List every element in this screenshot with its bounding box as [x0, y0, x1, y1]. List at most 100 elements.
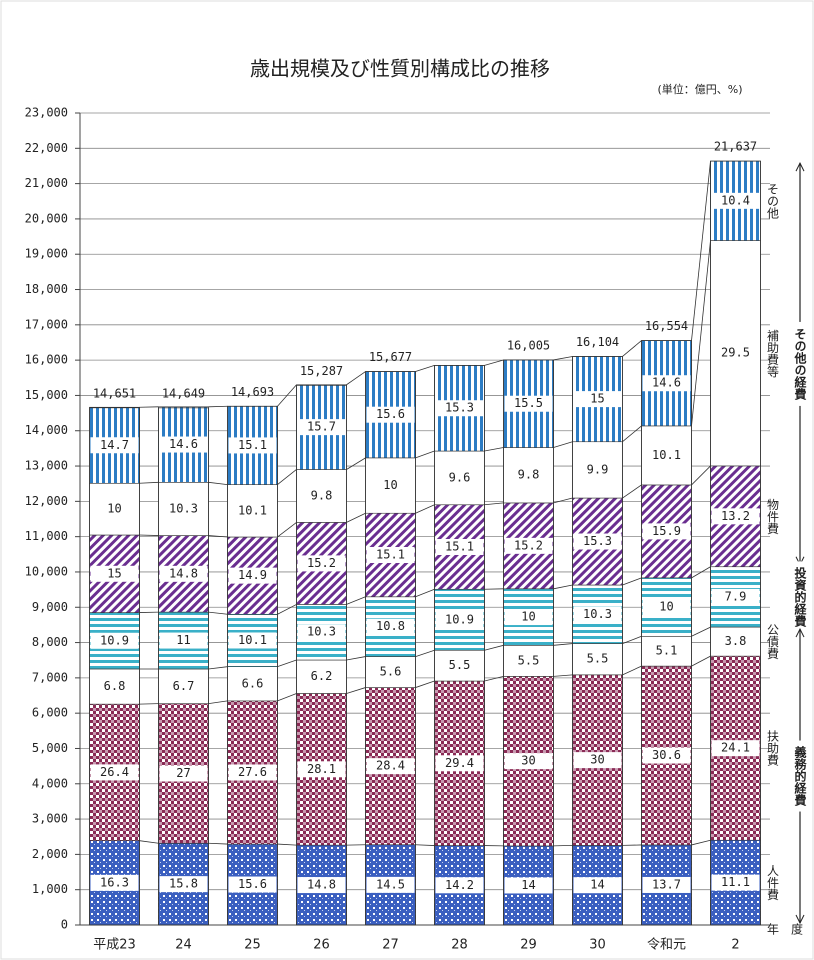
y-tick-label: 11,000: [25, 529, 68, 543]
label-bg: [90, 678, 139, 695]
label-bg: [159, 765, 208, 782]
bar-total: [503, 359, 554, 926]
data-label: 6.8: [104, 679, 126, 693]
group-label: その他の経費: [793, 327, 807, 400]
bar-total: [227, 405, 278, 926]
label-bg: [504, 753, 553, 770]
connector: [346, 656, 366, 661]
label-bg: [435, 400, 484, 417]
x-tick-label: 28: [451, 938, 468, 953]
label-bg: [297, 761, 346, 778]
connector: [208, 481, 228, 485]
label-bg: [711, 740, 760, 757]
connector: [415, 365, 435, 372]
data-label: 10.9: [445, 612, 474, 626]
connector: [346, 371, 366, 386]
data-label: 10: [521, 610, 535, 624]
label-bg: [90, 632, 139, 649]
data-label: 14.7: [100, 438, 129, 452]
data-label: 15.6: [376, 407, 405, 421]
data-label: 10: [107, 502, 121, 516]
y-tick-label: 14,000: [25, 423, 68, 437]
bar-total: [641, 340, 692, 926]
data-label: 9.9: [587, 462, 609, 476]
data-label: 5.5: [587, 652, 609, 666]
label-bg: [504, 467, 553, 484]
label-bg: [366, 406, 415, 423]
connector: [622, 484, 642, 499]
x-tick-label: 29: [520, 938, 537, 953]
bar-total: [158, 407, 209, 926]
arrow: [795, 627, 805, 638]
label-bg: [366, 547, 415, 564]
y-tick-label: 12,000: [25, 494, 68, 508]
connector: [553, 356, 573, 361]
data-label: 7.9: [725, 589, 747, 603]
label-bg: [159, 632, 208, 649]
connector: [691, 566, 711, 579]
connector: [346, 596, 366, 605]
data-label: 15: [107, 566, 121, 580]
total-label: 16,104: [576, 335, 619, 349]
data-label: 10.3: [583, 607, 612, 621]
data-label: 13.7: [652, 877, 681, 891]
y-tick-label: 9,000: [32, 600, 68, 614]
label-bg: [297, 419, 346, 436]
label-bg: [711, 345, 760, 362]
label-bg: [366, 477, 415, 494]
label-bg: [435, 539, 484, 556]
data-label: 15.3: [445, 401, 474, 415]
total-label: 14,651: [93, 386, 136, 400]
group-label-bg: [793, 321, 807, 406]
data-label: 13.2: [721, 509, 750, 523]
series-name: 公債費: [766, 624, 780, 660]
bar-total: [710, 160, 761, 926]
data-label: 6.6: [242, 676, 264, 690]
total-label: 14,649: [162, 386, 205, 400]
total-label: 15,287: [300, 364, 343, 378]
data-label: 15: [590, 392, 604, 406]
bar-total: [572, 356, 623, 926]
data-label: 14.6: [169, 437, 198, 451]
label-bg: [90, 874, 139, 891]
x-tick-label: 令和元: [647, 938, 686, 953]
x-tick-label: 24: [175, 938, 192, 953]
label-bg: [228, 764, 277, 781]
label-bg: [573, 461, 622, 478]
connector: [277, 469, 297, 485]
group-label-bg: [793, 561, 807, 633]
data-label: 5.5: [518, 653, 540, 667]
label-bg: [159, 876, 208, 893]
bar-total: [365, 371, 416, 926]
label-bg: [573, 391, 622, 408]
connector: [415, 844, 435, 846]
data-label: 29.4: [445, 756, 474, 770]
connector: [553, 674, 573, 677]
y-tick-label: 23,000: [25, 106, 68, 120]
arrow: [795, 162, 805, 172]
connector: [139, 534, 159, 536]
label-bg: [504, 609, 553, 626]
data-label: 15.3: [583, 534, 612, 548]
series-name: 人件費: [766, 864, 780, 900]
connector: [208, 405, 228, 408]
x-axis-label: 年 度: [767, 922, 803, 937]
data-label: 14.8: [307, 878, 336, 892]
connector: [622, 340, 642, 357]
connector: [277, 693, 297, 702]
label-bg: [504, 537, 553, 554]
x-tick-label: 2: [731, 938, 739, 953]
total-label: 21,637: [714, 140, 757, 154]
y-tick-label: 7,000: [32, 670, 68, 684]
label-bg: [642, 876, 691, 893]
connector: [208, 700, 228, 705]
arrow: [795, 914, 805, 925]
y-tick-label: 21,000: [25, 176, 68, 190]
data-label: 29.5: [721, 346, 750, 360]
y-tick-label: 3,000: [32, 812, 68, 826]
label-bg: [435, 755, 484, 772]
label-bg: [573, 651, 622, 668]
data-label: 6.2: [311, 669, 333, 683]
y-tick-label: 18,000: [25, 282, 68, 296]
